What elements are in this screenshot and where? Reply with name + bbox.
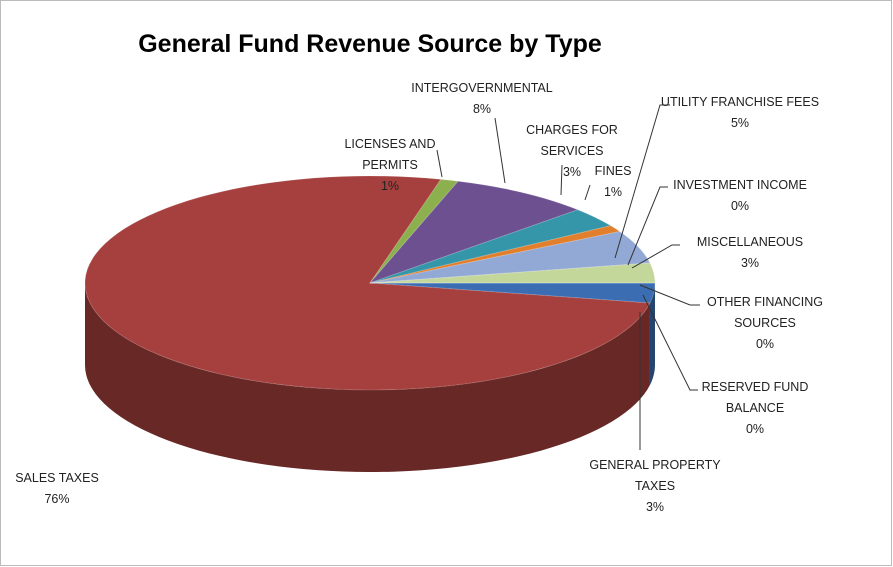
leader-line	[436, 149, 443, 178]
slice	[369, 262, 656, 284]
leader-line	[631, 244, 680, 269]
slice-label: INTERGOVERNMENTAL	[411, 81, 553, 95]
slice-label: UTILITY FRANCHISE FEES	[660, 95, 820, 109]
leader-line	[584, 184, 591, 201]
slice-value-label: 3%	[645, 500, 665, 514]
slice-value-label: 0%	[755, 337, 775, 351]
slice-label: OTHER FINANCING SOURCES	[707, 295, 823, 330]
slice-value-label: 1%	[380, 179, 400, 193]
slice	[369, 282, 656, 304]
slice-label: LICENSES AND PERMITS	[344, 137, 436, 172]
slice-value-label: 0%	[730, 199, 750, 213]
leader-line	[494, 117, 506, 184]
slice-value-label: 5%	[730, 116, 750, 130]
slice-value-label: 0%	[745, 422, 765, 436]
slice-label: GENERAL PROPERTY TAXES	[589, 458, 721, 493]
slice	[84, 175, 651, 391]
slice-value-label: 1%	[603, 185, 623, 199]
slice-value-label: 3%	[562, 165, 582, 179]
leader-line	[560, 164, 563, 196]
slice-side	[85, 283, 650, 472]
slice-label: SALES TAXES	[15, 471, 99, 485]
slice-label: RESERVED FUND BALANCE	[701, 380, 809, 415]
slice	[368, 180, 580, 285]
slice	[369, 225, 622, 284]
slice-value-label: 8%	[472, 102, 492, 116]
slice-label: INVESTMENT INCOME	[673, 178, 807, 192]
slice-value-label: 3%	[740, 256, 760, 270]
chart-title: General Fund Revenue Source by Type	[138, 30, 602, 58]
slice-label: FINES	[594, 164, 632, 178]
leader-line	[639, 284, 700, 306]
slice-label: MISCELLANEOUS	[696, 235, 804, 249]
slice-value-label: 76%	[44, 492, 70, 506]
slice-label: CHARGES FOR SERVICES	[526, 123, 618, 158]
slice	[369, 178, 460, 284]
leader-line	[642, 294, 698, 391]
slice	[369, 230, 651, 284]
slice	[369, 209, 612, 284]
slice-side	[649, 283, 655, 386]
leader-line	[614, 104, 670, 259]
leader-line	[627, 186, 668, 266]
